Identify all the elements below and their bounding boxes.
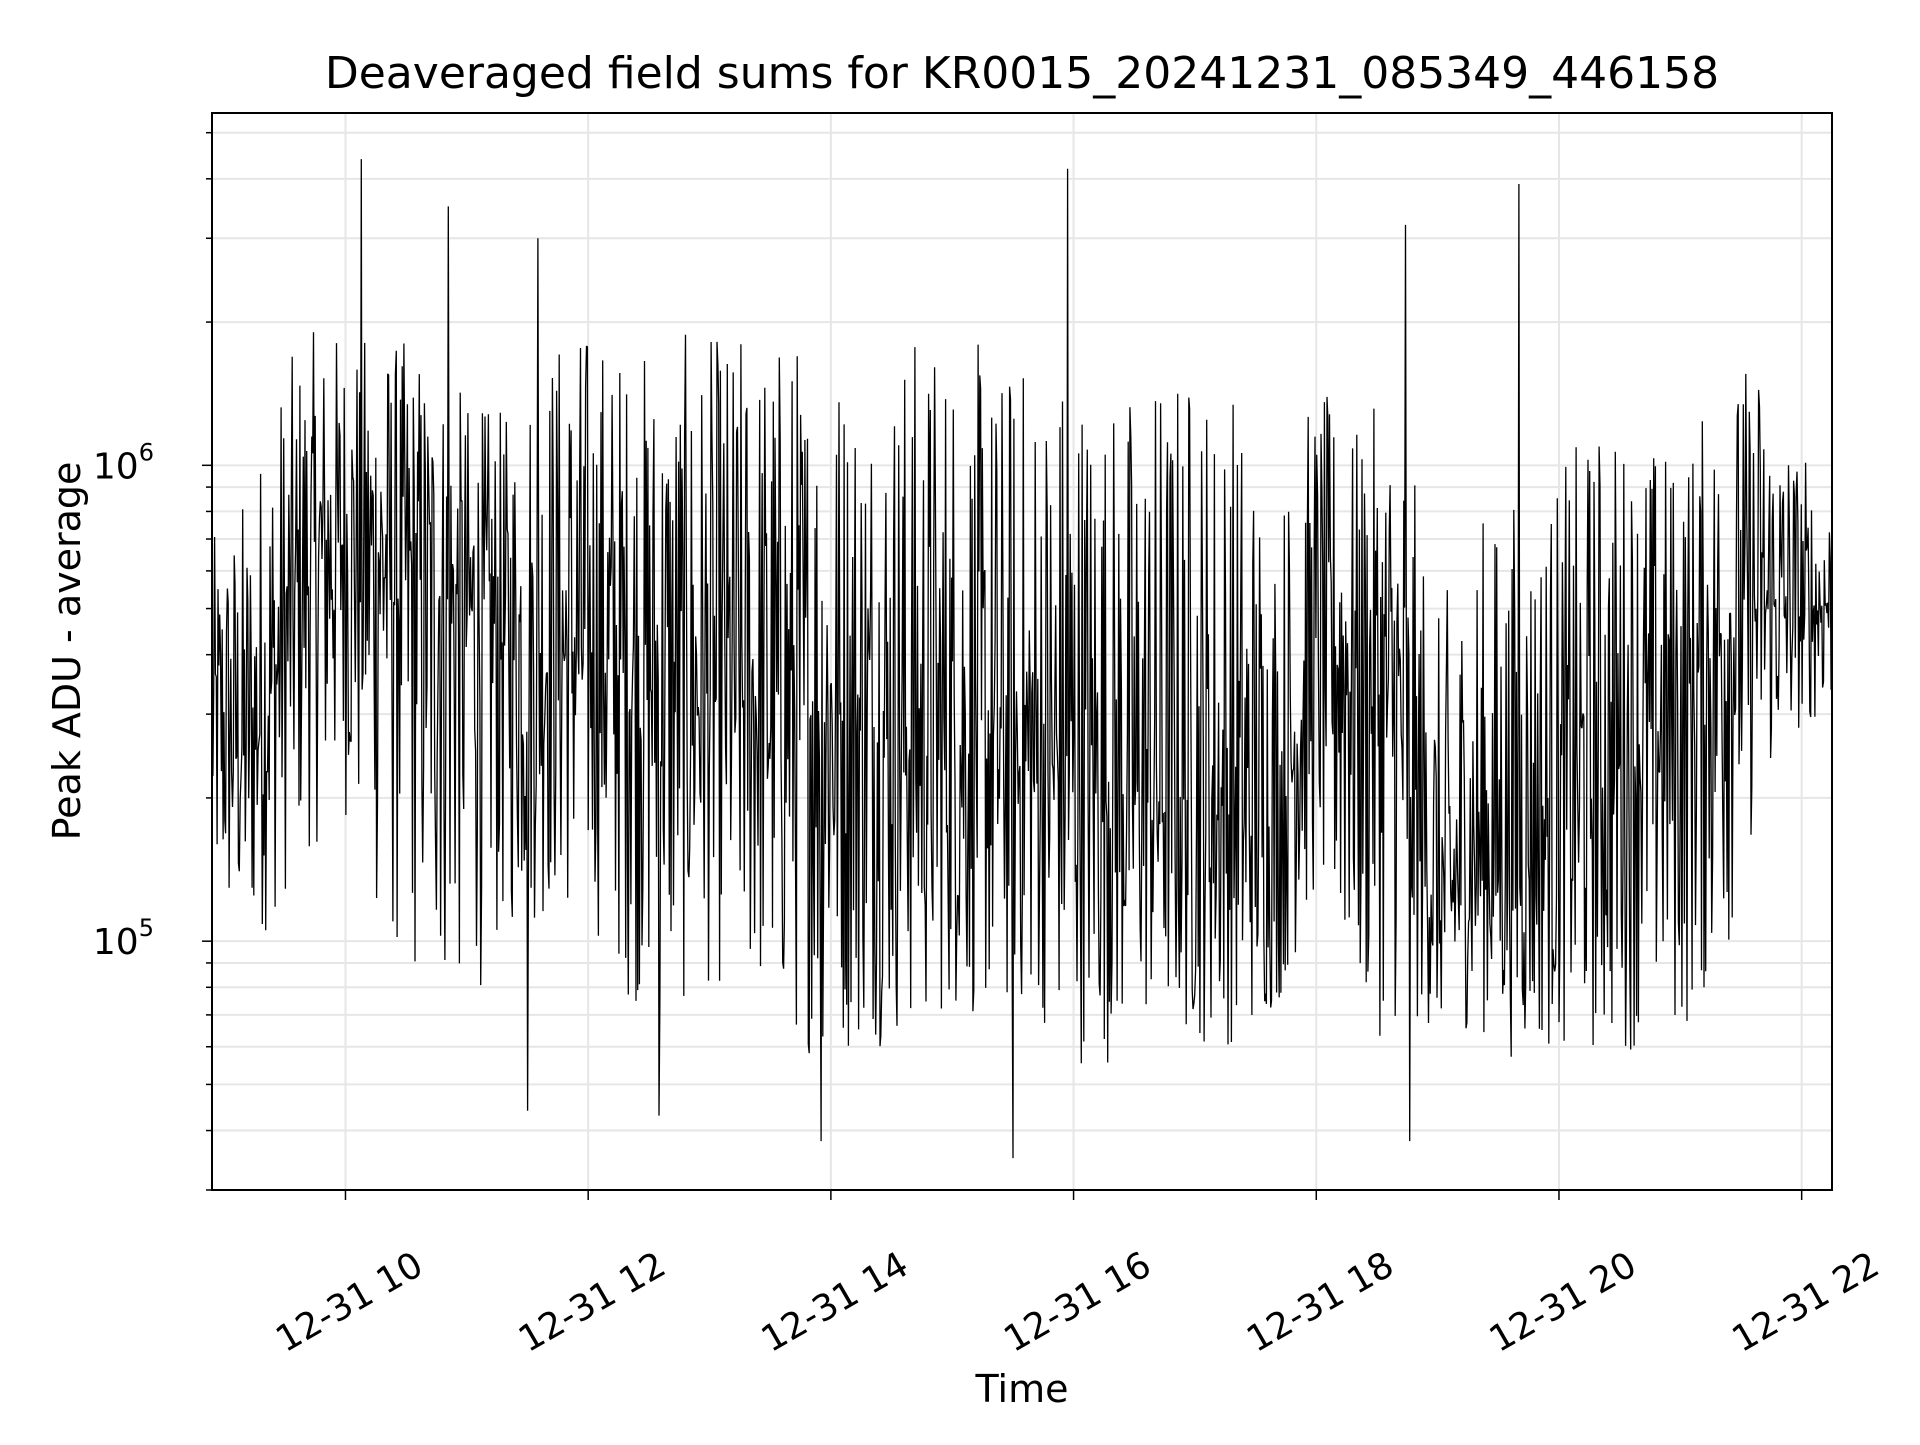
y-tick-label: 105 [93,914,154,963]
series-1-path [211,159,1833,1159]
y-tick-exponent: 5 [139,914,154,942]
y-axis-label: Peak ADU - average [45,462,89,841]
y-tick-exponent: 6 [139,438,154,466]
x-axis-label: Time [975,1367,1069,1411]
y-tick-base: 10 [93,922,139,963]
plot-frame [211,112,1833,1191]
y-tick-label: 106 [93,438,154,487]
y-tick-base: 10 [93,446,139,487]
chart-title: Deaveraged field sums for KR0015_2024123… [325,48,1719,99]
series-1-line [211,159,1833,1159]
